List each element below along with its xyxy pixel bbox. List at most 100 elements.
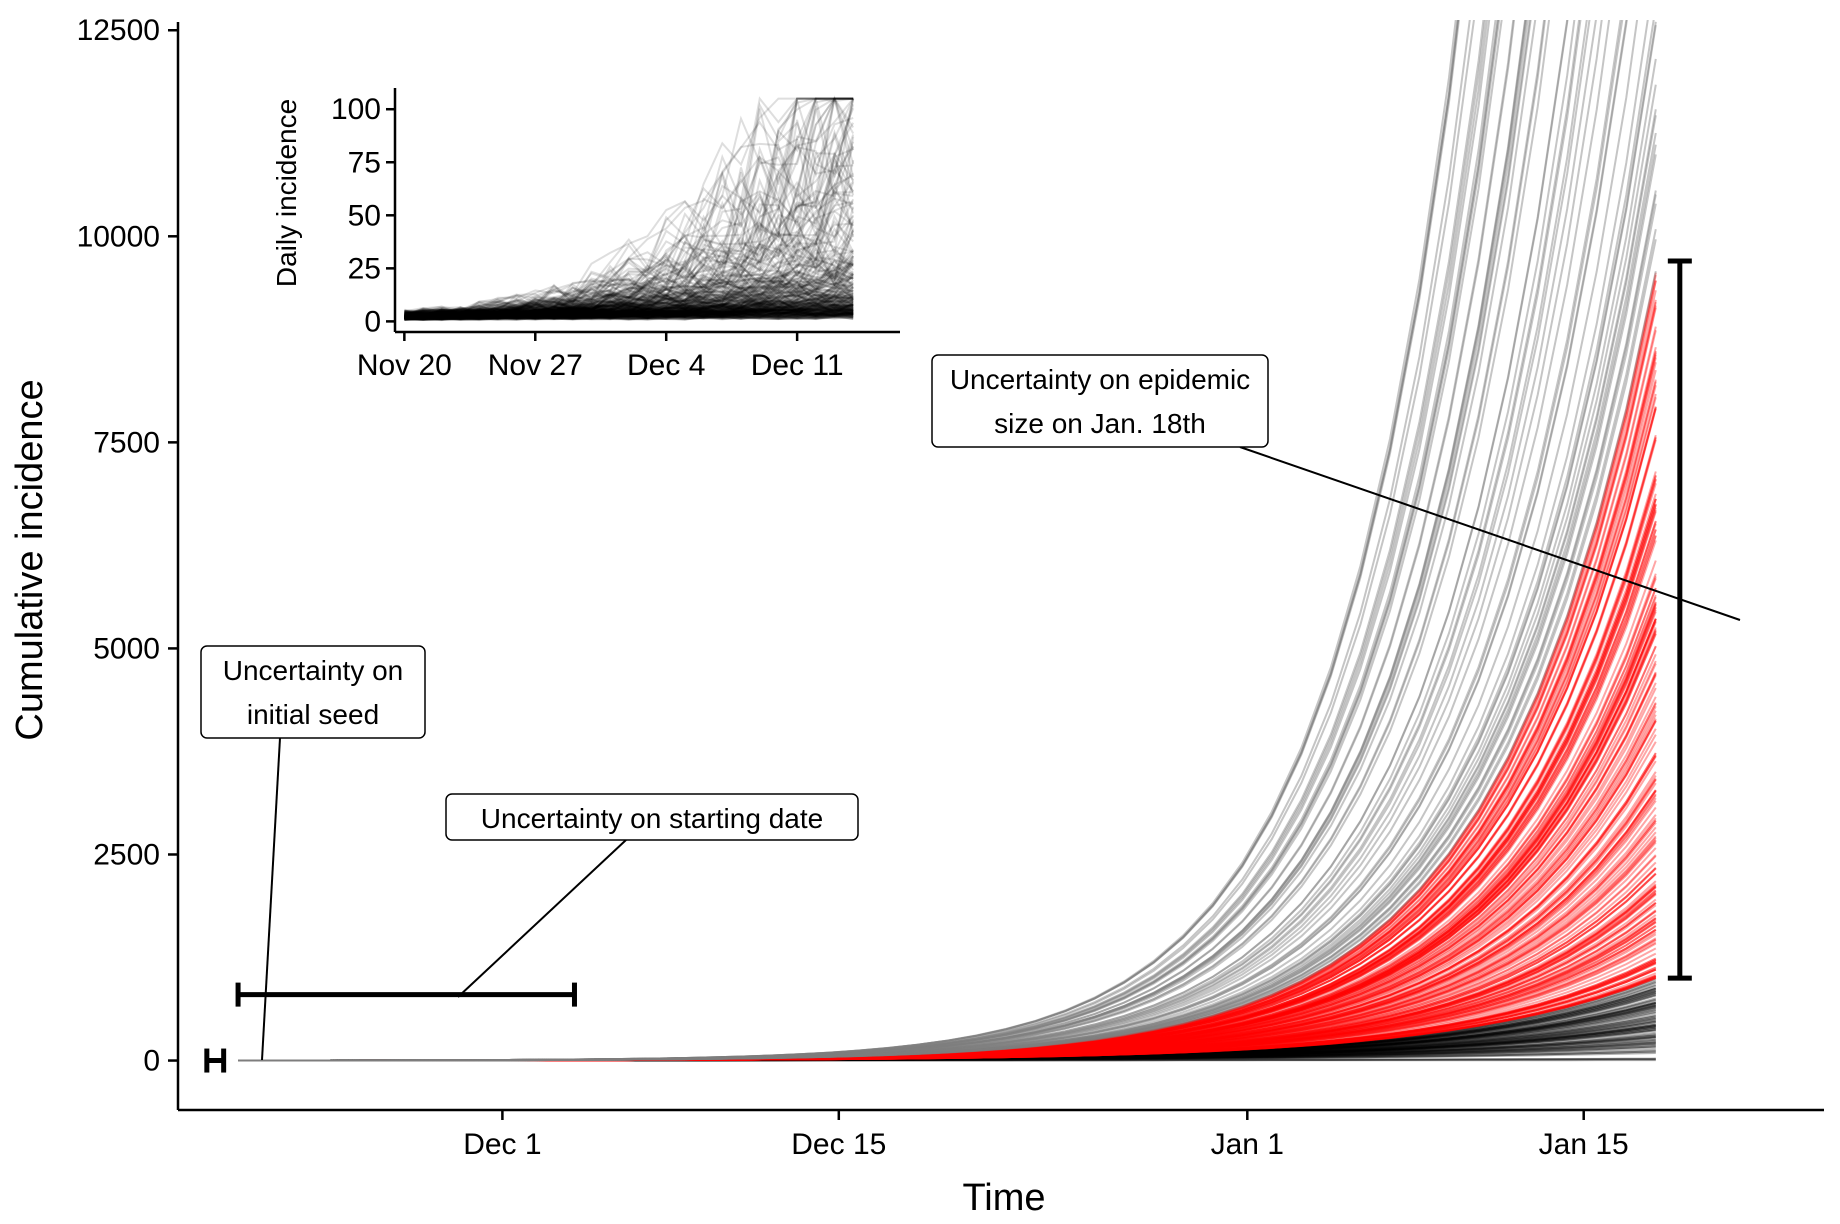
trajectory-line bbox=[238, 1001, 1657, 1062]
trajectory-line bbox=[238, 1006, 1657, 1062]
trajectory-line bbox=[238, 330, 1657, 1062]
trajectory-line bbox=[238, 1036, 1656, 1062]
inset-trajectory-line bbox=[404, 284, 854, 318]
trajectory-line bbox=[238, 841, 1657, 1062]
trajectory-line bbox=[238, 928, 1657, 1062]
inset-trajectory-line bbox=[404, 246, 854, 321]
inset-trajectory-line bbox=[404, 271, 855, 321]
inset-x-tick-label: Dec 4 bbox=[627, 349, 705, 382]
trajectory-line bbox=[238, 20, 1581, 1062]
inset-trajectory-line bbox=[404, 122, 855, 317]
trajectory-line bbox=[238, 755, 1657, 1062]
trajectory-line bbox=[238, 826, 1657, 1062]
inset-trajectory-line bbox=[404, 302, 854, 318]
trajectory-line bbox=[238, 326, 1657, 1062]
inset-trajectory-line bbox=[404, 97, 854, 317]
trajectory-line bbox=[238, 20, 1628, 1062]
trajectory-line bbox=[238, 880, 1657, 1062]
trajectory-line bbox=[238, 822, 1657, 1062]
trajectory-line bbox=[238, 305, 1657, 1062]
main-y-ticks: 0 2500 5000 7500 10000 12500 bbox=[77, 14, 178, 1078]
trajectory-line bbox=[238, 958, 1657, 1062]
inset-trajectory-line bbox=[404, 230, 855, 319]
trajectory-line bbox=[238, 602, 1657, 1062]
trajectory-line bbox=[238, 1028, 1656, 1062]
trajectory-line bbox=[238, 618, 1657, 1062]
inset-trajectory-line bbox=[404, 310, 854, 320]
inset-trajectory-line bbox=[404, 104, 855, 317]
inset-trajectory-line bbox=[404, 312, 854, 321]
inset-trajectory-line bbox=[404, 97, 854, 319]
trajectory-line bbox=[238, 20, 1639, 1062]
trajectory-line bbox=[238, 20, 1611, 1062]
inset-trajectory-line bbox=[404, 307, 854, 320]
trajectory-line bbox=[238, 511, 1657, 1062]
inset-trajectory-line bbox=[404, 313, 854, 321]
inset-trajectory-line bbox=[404, 307, 854, 321]
trajectory-line bbox=[238, 478, 1657, 1062]
trajectory-line bbox=[238, 20, 1459, 1062]
inset-y-tick-label: 75 bbox=[348, 146, 381, 179]
trajectory-line bbox=[238, 24, 1657, 1062]
trajectory-line bbox=[238, 20, 1528, 1062]
trajectory-line bbox=[238, 999, 1657, 1062]
trajectory-line bbox=[238, 797, 1657, 1062]
inset-trajectory-line bbox=[404, 258, 854, 317]
trajectory-line bbox=[238, 20, 1624, 1062]
inset-trajectory-line bbox=[404, 295, 854, 319]
trajectory-line bbox=[238, 752, 1657, 1062]
trajectory-line bbox=[238, 902, 1657, 1062]
trajectory-line bbox=[238, 981, 1657, 1062]
inset-trajectory-line bbox=[404, 286, 854, 320]
inset-trajectory-line bbox=[404, 308, 854, 320]
trajectory-line bbox=[238, 20, 1576, 1062]
inset-trajectory-line bbox=[404, 308, 854, 319]
inset-trajectory-line bbox=[404, 280, 854, 319]
inset-trajectory-line bbox=[404, 306, 854, 320]
inset-trajectory-line bbox=[404, 308, 854, 320]
inset-trajectory-line bbox=[404, 145, 854, 316]
inset-trajectory-line bbox=[404, 306, 854, 319]
inset-trajectory-line bbox=[404, 305, 854, 320]
trajectory-line bbox=[238, 901, 1657, 1062]
inset-trajectory-line bbox=[404, 230, 854, 321]
trajectory-line bbox=[238, 20, 1569, 1062]
inset-trajectory-line bbox=[404, 282, 854, 319]
inset-trajectory-line bbox=[404, 289, 854, 319]
trajectory-line bbox=[238, 132, 1657, 1062]
inset-trajectory-line bbox=[404, 272, 854, 315]
inset-trajectory-line bbox=[404, 304, 854, 321]
inset-trajectory-line bbox=[404, 97, 854, 318]
trajectory-line bbox=[238, 633, 1657, 1062]
trajectory-line bbox=[238, 917, 1657, 1062]
trajectory-line bbox=[238, 1028, 1656, 1062]
trajectory-line bbox=[238, 20, 1516, 1062]
inset-trajectory-line bbox=[404, 267, 854, 318]
trajectory-line bbox=[238, 941, 1657, 1062]
trajectory-line bbox=[238, 992, 1657, 1062]
inset-trajectory-line bbox=[404, 293, 854, 318]
trajectory-line bbox=[238, 831, 1657, 1062]
inset-trajectory-line bbox=[404, 307, 854, 321]
inset-trajectory-line bbox=[404, 250, 854, 319]
trajectory-line bbox=[238, 587, 1657, 1062]
trajectory-line bbox=[238, 889, 1657, 1062]
trajectory-line bbox=[238, 968, 1657, 1062]
inset-trajectory-line bbox=[404, 261, 854, 321]
trajectory-line bbox=[238, 672, 1657, 1062]
trajectory-line bbox=[238, 1046, 1656, 1062]
inset-y-ticks: 0 25 50 75 100 bbox=[331, 93, 395, 338]
trajectory-line bbox=[238, 718, 1657, 1062]
trajectory-line bbox=[238, 991, 1657, 1062]
trajectory-line bbox=[238, 437, 1657, 1062]
trajectory-line bbox=[238, 407, 1657, 1062]
trajectory-line bbox=[238, 21, 1657, 1062]
trajectory-line bbox=[238, 535, 1657, 1062]
trajectory-line bbox=[238, 603, 1657, 1062]
inset-trajectory-line bbox=[404, 312, 854, 320]
trajectory-line bbox=[238, 1052, 1656, 1062]
trajectory-line bbox=[238, 663, 1657, 1062]
trajectory-line bbox=[238, 960, 1657, 1062]
trajectory-line bbox=[238, 20, 1527, 1062]
inset-trajectory-line bbox=[404, 305, 854, 319]
